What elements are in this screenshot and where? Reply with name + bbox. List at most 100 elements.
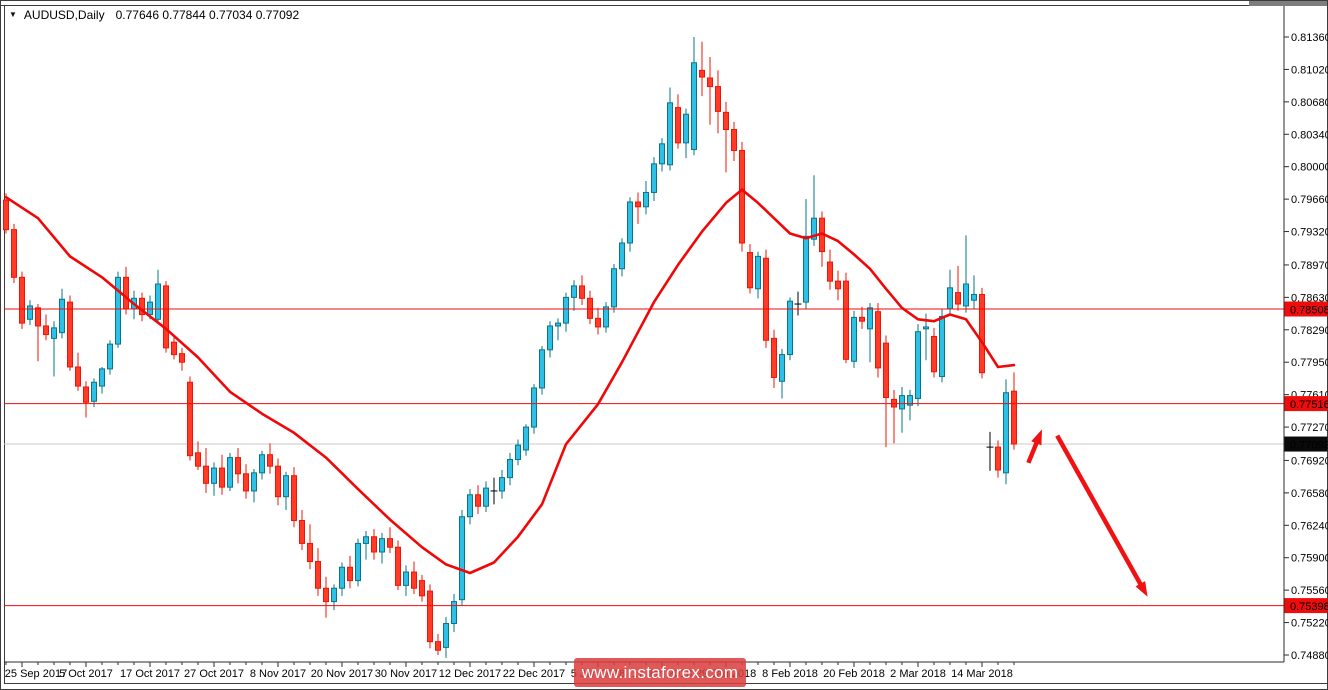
trend-arrow-shaft[interactable]	[1055, 434, 1144, 588]
price-level-tag	[1284, 396, 1328, 412]
candle-body	[883, 342, 889, 398]
candle-body	[91, 381, 97, 402]
candle-body	[907, 395, 913, 406]
candle-body	[811, 217, 817, 240]
chart-ohlc-values: 0.77646 0.77844 0.77034 0.77092	[115, 8, 300, 22]
candle-body	[139, 297, 145, 316]
price-level-tag-label: 0.78508	[1290, 304, 1328, 316]
candle-body	[323, 587, 329, 603]
chevron-down-icon: ▼	[9, 10, 17, 19]
time-tick-label: 2 Mar 2018	[890, 668, 946, 680]
candle-body	[107, 343, 113, 370]
candle-body	[171, 341, 177, 356]
trend-arrow-head[interactable]	[1031, 429, 1042, 446]
candle-body	[275, 465, 281, 498]
candle-body	[35, 307, 41, 327]
candle-body	[875, 311, 881, 369]
trend-arrow-head[interactable]	[1135, 581, 1148, 597]
candle-body	[523, 426, 529, 451]
price-tick-label: 0.80680	[1291, 97, 1328, 109]
price-tick-label: 0.77270	[1291, 422, 1328, 434]
time-tick-label: 8 Nov 2017	[250, 668, 306, 680]
candle-body	[923, 326, 929, 330]
candle-body	[363, 536, 369, 544]
candle-body	[123, 276, 129, 310]
candle-body	[483, 487, 489, 507]
chart-border-left	[4, 5, 5, 684]
chart-title: ▼ AUDUSD,Daily 0.77646 0.77844 0.77034 0…	[9, 8, 299, 22]
candle-body	[291, 475, 297, 522]
candle-body	[851, 316, 857, 362]
price-level-tag-label: 0.75398	[1290, 601, 1328, 613]
price-tick-label: 0.76920	[1291, 455, 1328, 467]
time-tick-label: 27 Oct 2017	[184, 668, 244, 680]
candle-body	[803, 235, 809, 303]
price-tick-label: 0.78290	[1291, 325, 1328, 337]
time-tick-label: 20 Feb 2018	[823, 668, 885, 680]
candle-body	[747, 252, 753, 289]
candle-body	[547, 325, 553, 351]
candle-body	[499, 477, 505, 492]
candle-body	[467, 494, 473, 518]
candle-body	[683, 113, 689, 144]
candle-body	[331, 587, 337, 603]
candle-body	[619, 242, 625, 270]
price-tick-label: 0.75560	[1291, 585, 1328, 597]
candle-body	[723, 111, 729, 131]
candle-body	[115, 276, 121, 345]
candle-body	[955, 292, 961, 305]
candle-body	[379, 538, 385, 553]
chart-border-top	[0, 5, 1328, 6]
candle-body	[195, 452, 201, 467]
candle-body	[219, 467, 225, 488]
price-tick-label: 0.77950	[1291, 357, 1328, 369]
trend-arrow-shaft[interactable]	[1026, 439, 1040, 464]
candle-body	[243, 473, 249, 492]
candle-body	[699, 69, 705, 78]
candle-body	[147, 301, 153, 316]
candle-body	[67, 301, 73, 368]
candle-body	[739, 149, 745, 244]
candle-body	[691, 62, 697, 151]
candle-body	[99, 368, 105, 387]
candle-body	[947, 287, 953, 310]
candle-body	[771, 337, 777, 378]
candle-body	[939, 315, 945, 378]
candle-body	[787, 300, 793, 356]
candle-body	[579, 285, 585, 299]
candle-body	[595, 317, 601, 328]
time-tick-label: 17 Oct 2017	[120, 668, 180, 680]
candle-body	[643, 191, 649, 208]
candle-body	[451, 601, 457, 625]
candle-body	[515, 444, 521, 460]
candle-body	[603, 306, 609, 328]
time-tick-label: 12 Dec 2017	[439, 668, 501, 680]
moving-average-line	[4, 188, 1016, 575]
candle-body	[51, 327, 57, 339]
candle-body	[19, 276, 25, 324]
candle-body	[43, 325, 49, 336]
price-tick-label: 0.80340	[1291, 129, 1328, 141]
candle-body	[843, 280, 849, 360]
candle-body	[755, 255, 761, 290]
price-tick-label: 0.81020	[1291, 64, 1328, 76]
candle-body	[931, 335, 937, 373]
candle-body	[459, 516, 465, 601]
price-tick-label: 0.76580	[1291, 488, 1328, 500]
candle-body	[347, 566, 353, 582]
candle-body	[435, 641, 441, 651]
candle-body	[627, 201, 633, 244]
candle-body	[427, 590, 433, 643]
candle-body	[83, 386, 89, 403]
candle-body	[971, 294, 977, 301]
price-tick-label: 0.81360	[1291, 32, 1328, 44]
chart-symbol-period: AUDUSD,Daily	[23, 8, 105, 22]
candle-body	[371, 536, 377, 553]
candle-body	[731, 129, 737, 151]
candle-body	[539, 349, 545, 389]
candle-body	[963, 283, 969, 307]
candle-body	[651, 163, 657, 193]
candle-body	[419, 580, 425, 597]
